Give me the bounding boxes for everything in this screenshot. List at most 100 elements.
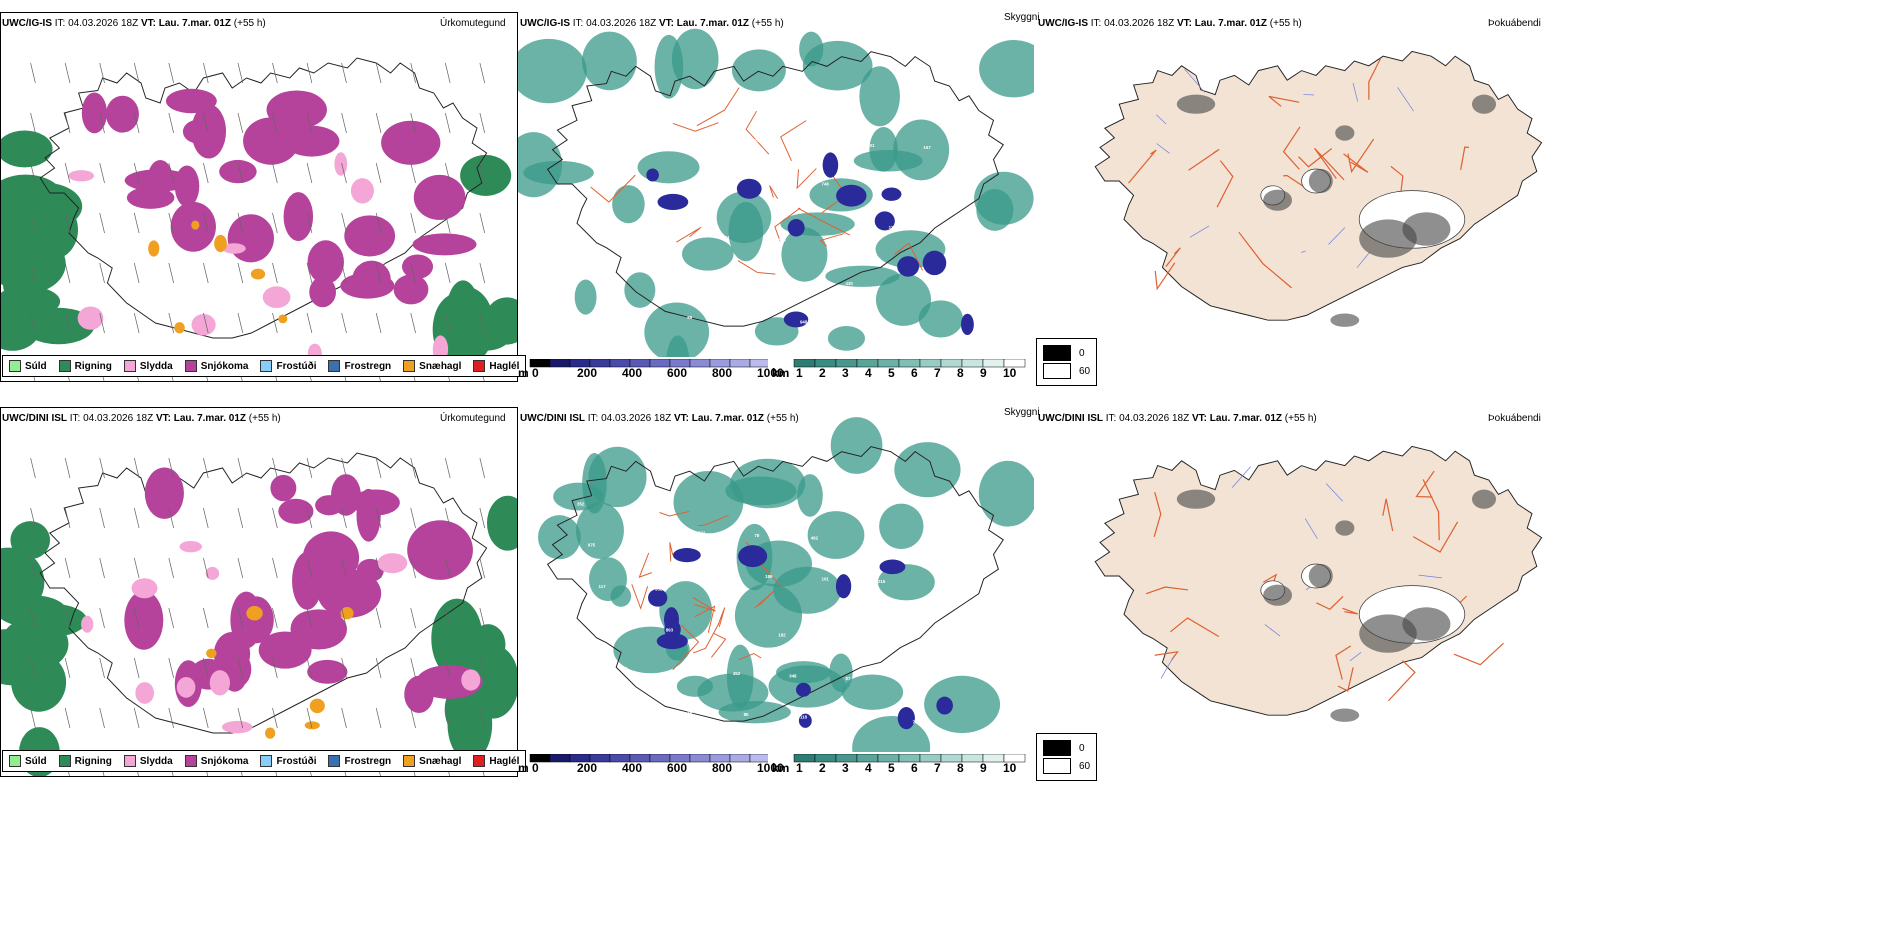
colorbar-tick: 2 [819, 366, 826, 380]
cloud-height-value: 337 [577, 107, 585, 112]
snow-area [407, 520, 473, 580]
wind-barb [237, 62, 244, 84]
wind-barb [479, 707, 486, 729]
visibility-area [974, 171, 1034, 225]
wind-barb [99, 262, 105, 284]
visibility-area [869, 127, 898, 172]
road-line [672, 624, 700, 671]
road-line [1335, 645, 1352, 680]
wind-barb [375, 312, 382, 334]
fog-area [1330, 313, 1360, 327]
visibility-area [666, 335, 690, 357]
road-line [1128, 149, 1157, 184]
wind-barb [168, 707, 174, 729]
wind-barb [168, 507, 174, 529]
graupel-area [246, 606, 263, 621]
legend-item: Haglél [473, 360, 519, 372]
cloud-height-value: 4 [878, 184, 881, 189]
wind-barb [203, 457, 209, 479]
colorbar-tick: 1 [796, 761, 803, 775]
wind-barb [99, 212, 105, 234]
wind-barb [30, 457, 36, 479]
wind-barb [479, 557, 486, 579]
low-cloud-area [798, 713, 812, 728]
visibility-area [574, 279, 597, 315]
wind-barb [306, 457, 313, 479]
legend-item: Súld [9, 360, 47, 372]
wind-barb [99, 657, 105, 679]
cloud-height-map: 3373003008994304518130568441534216716702… [518, 28, 1034, 357]
graupel-area [340, 607, 354, 620]
legend-item: Frostúði [260, 755, 316, 767]
snow-area [243, 117, 300, 165]
wind-barb [272, 212, 278, 234]
cloud-height-value: 39 [687, 710, 692, 715]
road-line [676, 226, 702, 243]
river-line [1155, 114, 1167, 125]
wind-barb [99, 607, 105, 629]
cloud-height-value: 180 [711, 589, 719, 594]
fog-area [1472, 489, 1496, 509]
legend-label: Slydda [139, 755, 173, 767]
legend-swatch [58, 360, 71, 372]
colorbar-tick: 9 [980, 366, 987, 380]
colorbar-tick: 1 [796, 366, 803, 380]
wind-barb [272, 457, 278, 479]
legend-label: Haglél [489, 755, 520, 767]
legend-swatch [1043, 740, 1071, 756]
legend-label: Snæhagl [419, 360, 462, 372]
cloud-height-value: 112 [744, 317, 752, 322]
cloud-height-value: 16 [599, 189, 604, 194]
wind-barb [99, 707, 105, 729]
visibility-area [781, 227, 828, 282]
low-cloud-area [881, 187, 902, 201]
sleet-area [179, 540, 203, 553]
wind-barb [30, 557, 36, 579]
wind-barb [30, 262, 36, 284]
legend-swatch [184, 360, 197, 372]
cloud-height-value: 582 [655, 586, 663, 591]
snow-area [124, 590, 164, 650]
road-line [697, 514, 729, 527]
colorbar-step [549, 753, 571, 763]
cloud-height-value: 89 [832, 618, 837, 623]
cloud-height-map: 352 299 180 182 87 766 975 582 160 348 668 434 117 89… [538, 417, 1034, 752]
wind-barb [64, 212, 71, 234]
visibility-area [893, 119, 950, 181]
visibility-area [841, 674, 904, 710]
wind-barb [133, 457, 140, 479]
wind-barb [444, 62, 451, 84]
low-cloud-area [656, 633, 688, 650]
colorbar-unit: km [772, 761, 790, 775]
low-cloud-area [836, 184, 867, 207]
panel-header: UWC/IG-IS IT: 04.03.2026 18Z VT: Lau. 7.… [520, 18, 784, 29]
wind-barb [237, 507, 244, 529]
visibility-area [978, 460, 1034, 527]
wind-barb [375, 262, 382, 284]
wind-barb [99, 312, 105, 334]
wind-barb [306, 212, 313, 234]
legend-swatch [328, 360, 341, 372]
low-cloud-area [783, 311, 809, 328]
legend-swatch [9, 360, 21, 372]
colorbar-tick: 3 [842, 366, 849, 380]
wind-barb [30, 657, 36, 679]
wind-barb [444, 112, 451, 134]
wind-barb [99, 162, 105, 184]
cloud-height-value: 451 [913, 325, 921, 330]
fog-area [1335, 125, 1355, 141]
cloud-height-value: 434 [923, 540, 931, 545]
fog-area [1176, 94, 1216, 114]
panel-title: Skyggni [1004, 12, 1040, 23]
wind-barb [272, 62, 278, 84]
wind-barb [30, 62, 36, 84]
legend-label: Snjókoma [200, 755, 249, 767]
graupel-area [304, 721, 320, 730]
snow-area [402, 254, 434, 279]
cloud-height-value: 118 [800, 715, 808, 720]
fog-area [1402, 607, 1451, 641]
wind-barb [341, 62, 347, 84]
cloud-height-value: 182 [778, 632, 786, 637]
river-line [1189, 225, 1210, 238]
cloud-height-value: 975 [588, 543, 596, 548]
